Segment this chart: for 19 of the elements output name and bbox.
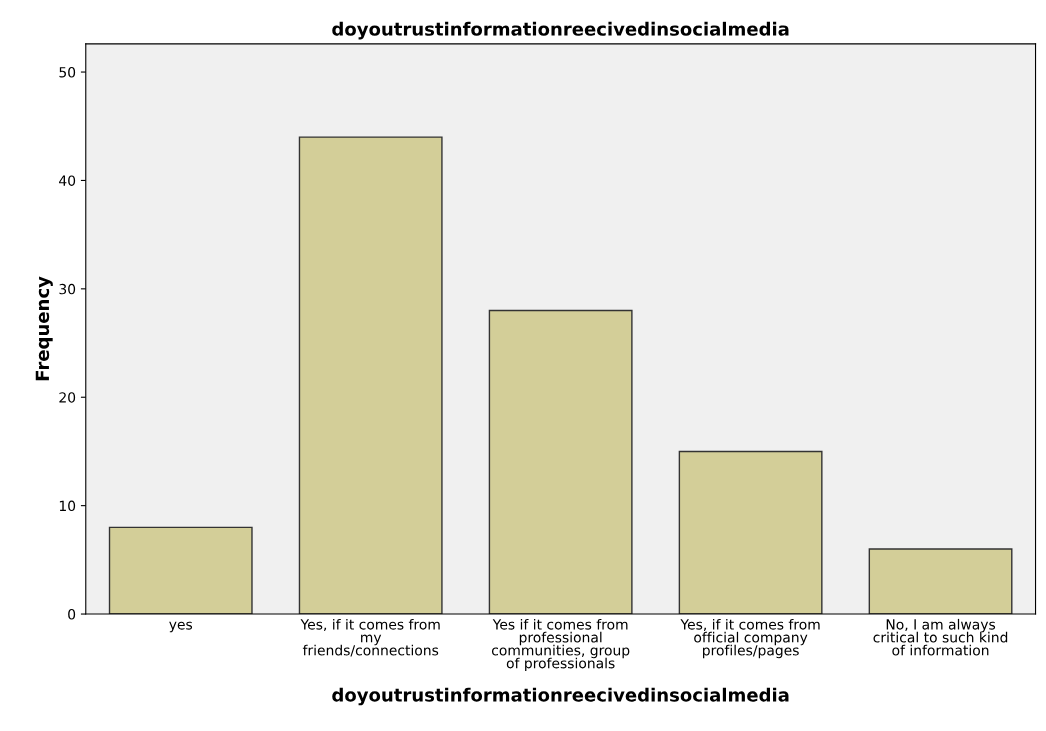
chart-title: doyoutrustinformationreecivedinsocialmedia <box>332 21 789 40</box>
bar <box>108 526 253 615</box>
x-tick-label: Yes, if it comes from my friends/connections <box>300 618 440 657</box>
y-tick-label: 20 <box>59 392 76 403</box>
y-axis-title: Frequency <box>35 276 53 381</box>
y-tick-label: 30 <box>59 283 76 295</box>
x-tick-label: yes <box>169 621 193 633</box>
y-tick-label: 50 <box>59 67 76 78</box>
bar <box>678 450 823 615</box>
x-tick-label: Yes if it comes from professional communities, group of professionals <box>491 618 630 672</box>
bar <box>298 136 443 615</box>
bar <box>488 309 633 615</box>
bar <box>868 548 1013 615</box>
y-tick-label: 40 <box>59 175 76 186</box>
x-tick-label: No, I am always critical to such kind of information <box>873 618 1008 656</box>
x-tick-label: Yes, if it comes from official company profiles/pages <box>680 618 820 659</box>
y-tick-label: 0 <box>68 609 76 620</box>
x-axis-title: doyoutrustinformationreecivedinsocialmedia <box>332 687 789 706</box>
y-tick-label: 10 <box>59 500 76 512</box>
